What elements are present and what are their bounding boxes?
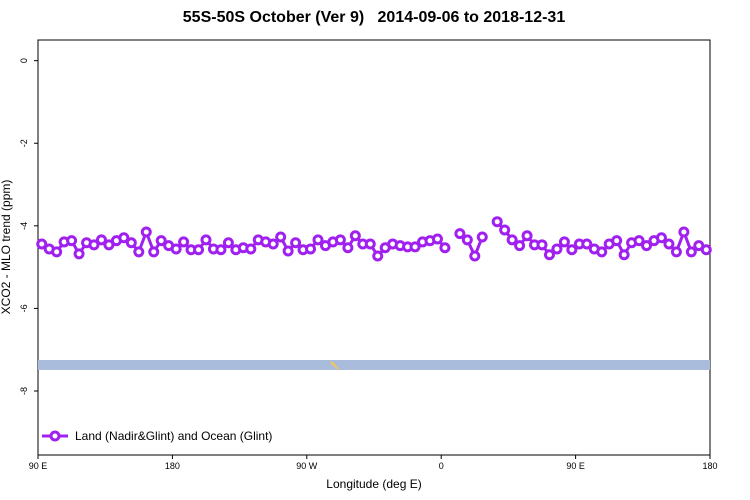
- coverage-strip: [38, 360, 710, 370]
- point: [431, 233, 443, 245]
- point: [655, 232, 667, 244]
- point: [514, 240, 526, 252]
- point: [439, 242, 451, 254]
- point: [349, 230, 361, 242]
- point: [670, 246, 682, 258]
- point: [566, 244, 578, 256]
- point: [372, 250, 384, 262]
- point: [678, 226, 690, 238]
- point: [125, 237, 137, 249]
- x-tick-label: 180: [165, 461, 180, 471]
- point: [618, 249, 630, 261]
- y-tick-label: -2: [19, 139, 29, 147]
- point: [178, 236, 190, 248]
- point: [95, 234, 107, 246]
- point: [641, 240, 653, 252]
- point: [290, 237, 302, 249]
- point: [312, 234, 324, 246]
- point: [551, 243, 563, 255]
- point: [506, 234, 518, 246]
- point: [155, 235, 167, 247]
- y-tick-label: 0: [19, 58, 29, 63]
- point: [521, 230, 533, 242]
- point: [88, 239, 100, 251]
- point: [685, 246, 697, 258]
- point: [469, 250, 481, 262]
- point: [118, 232, 130, 244]
- legend: Land (Nadir&Glint) and Ocean (Glint): [42, 429, 272, 443]
- point: [499, 224, 511, 236]
- x-axis-title: Longitude (deg E): [326, 477, 421, 491]
- point: [342, 242, 354, 254]
- y-tick-label: -6: [19, 304, 29, 312]
- point: [536, 239, 548, 251]
- point: [558, 236, 570, 248]
- point: [140, 226, 152, 238]
- land-patch: [331, 361, 340, 369]
- point: [66, 235, 78, 247]
- point: [267, 238, 279, 250]
- point: [245, 243, 257, 255]
- chart-title: 55S-50S October (Ver 9) 2014-09-06 to 20…: [183, 9, 566, 26]
- point: [596, 246, 608, 258]
- point: [409, 241, 421, 253]
- y-axis-title: XCO2 - MLO trend (ppm): [0, 180, 13, 315]
- point: [461, 234, 473, 246]
- x-tick-label: 180: [702, 461, 717, 471]
- point: [305, 243, 317, 255]
- point: [51, 246, 63, 258]
- point: [73, 248, 85, 260]
- x-tick-label: 90 E: [29, 461, 48, 471]
- x-tick-label: 0: [439, 461, 444, 471]
- point: [491, 216, 503, 228]
- point: [282, 245, 294, 257]
- y-tick-label: -4: [19, 222, 29, 230]
- point: [193, 244, 205, 256]
- legend-label: Land (Nadir&Glint) and Ocean (Glint): [75, 429, 272, 443]
- point: [581, 238, 593, 250]
- point: [275, 231, 287, 243]
- y-tick-label: -8: [19, 387, 29, 395]
- point: [133, 246, 145, 258]
- x-tick-label: 90 E: [566, 461, 585, 471]
- point: [364, 238, 376, 250]
- point: [222, 237, 234, 249]
- point: [663, 238, 675, 250]
- legend-marker: [49, 430, 61, 442]
- point: [148, 246, 160, 258]
- point: [215, 244, 227, 256]
- point: [633, 235, 645, 247]
- point: [543, 249, 555, 261]
- point: [454, 228, 466, 240]
- point: [611, 235, 623, 247]
- point: [700, 244, 712, 256]
- point: [200, 234, 212, 246]
- point: [476, 231, 488, 243]
- point: [170, 243, 182, 255]
- point: [334, 234, 346, 246]
- point: [36, 238, 48, 250]
- x-tick-label: 90 W: [296, 461, 318, 471]
